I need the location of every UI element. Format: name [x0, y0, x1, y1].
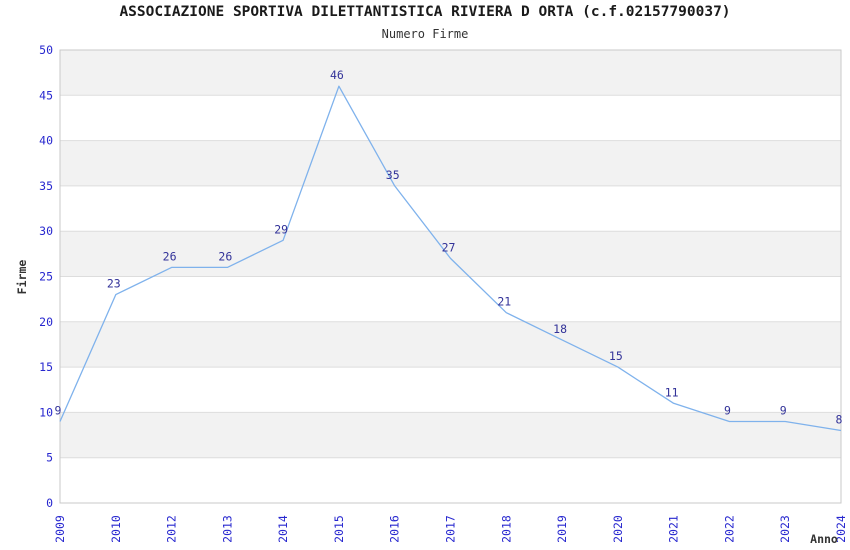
data-label: 9 [780, 403, 787, 417]
y-tick-label: 0 [46, 496, 53, 510]
y-tick-label: 45 [39, 88, 53, 102]
y-tick-label: 20 [39, 315, 53, 329]
plot-band [60, 140, 841, 186]
x-tick-label: 2022 [722, 515, 736, 543]
x-tick-label: 2012 [165, 515, 179, 543]
x-tick-label: 2024 [834, 515, 848, 543]
y-tick-label: 40 [39, 134, 53, 148]
data-label: 15 [609, 349, 623, 363]
x-tick-label: 2023 [778, 515, 792, 543]
chart-subtitle: Numero Firme [381, 27, 469, 41]
data-label: 46 [330, 68, 344, 82]
data-label: 27 [442, 240, 456, 254]
y-tick-label: 30 [39, 224, 53, 238]
y-tick-label: 50 [39, 43, 53, 57]
plot-band [60, 412, 841, 458]
x-tick-label: 2016 [388, 515, 402, 543]
plot-border [59, 49, 842, 504]
y-tick-label: 35 [39, 179, 53, 193]
data-label: 9 [55, 403, 62, 417]
data-label: 35 [386, 168, 400, 182]
data-label: 11 [665, 385, 679, 399]
data-label: 29 [274, 222, 288, 236]
x-tick-label: 2009 [53, 515, 67, 543]
data-label: 9 [724, 403, 731, 417]
y-tick-label: 25 [39, 270, 53, 284]
x-axis-title: Anno [810, 532, 838, 546]
x-tick-label: 2010 [109, 515, 123, 543]
data-label: 26 [163, 249, 177, 263]
x-tick-label: 2013 [220, 515, 234, 543]
x-tick-label: 2019 [555, 515, 569, 543]
y-tick-label: 15 [39, 360, 53, 374]
y-tick-label: 5 [46, 451, 53, 465]
data-label: 26 [218, 249, 232, 263]
data-label: 8 [836, 413, 843, 427]
data-label: 23 [107, 277, 121, 291]
data-label: 18 [553, 322, 567, 336]
chart-title: ASSOCIAZIONE SPORTIVA DILETTANTISTICA RI… [119, 4, 731, 20]
data-label: 21 [497, 295, 511, 309]
y-axis-title: Firme [15, 259, 29, 295]
x-tick-label: 2017 [444, 515, 458, 543]
plot-band [60, 50, 841, 96]
x-tick-label: 2018 [499, 515, 513, 543]
x-tick-label: 2014 [276, 515, 290, 543]
series-line [59, 85, 842, 432]
x-tick-label: 2015 [332, 515, 346, 543]
plot-band [60, 321, 841, 368]
x-tick-label: 2020 [611, 515, 625, 543]
y-tick-label: 10 [39, 405, 53, 419]
plot-band [60, 231, 841, 277]
x-tick-label: 2021 [667, 515, 681, 543]
